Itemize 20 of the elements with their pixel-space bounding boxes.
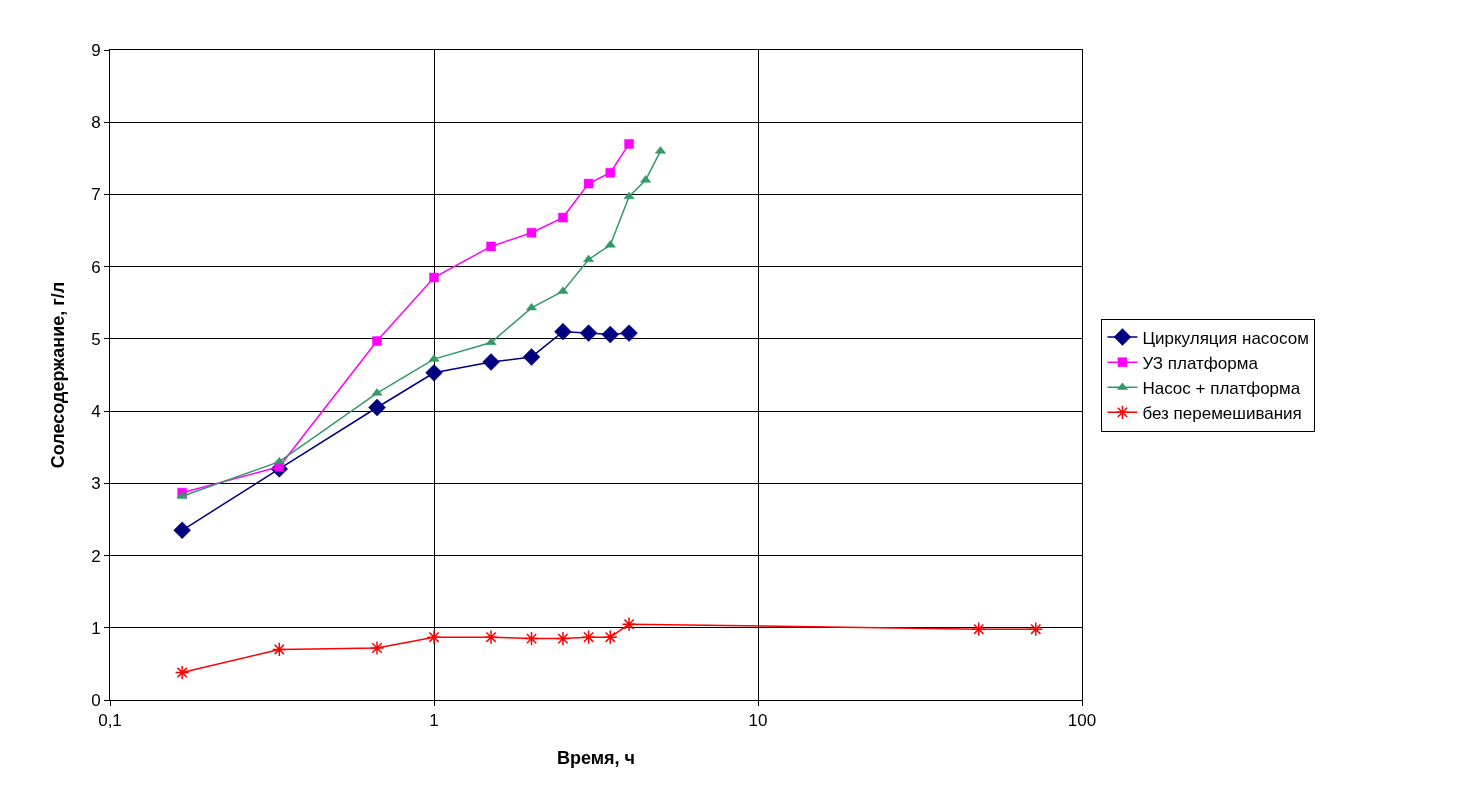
x-tick-label: 10: [748, 711, 768, 731]
x-axis-title: Время, ч: [556, 748, 636, 768]
y-tick-label: 5: [91, 329, 101, 349]
x-tick-label: 1: [429, 711, 439, 731]
legend-label: без перемешивания: [1142, 403, 1302, 423]
y-tick-label: 2: [91, 546, 101, 566]
y-tick-label: 9: [91, 40, 101, 60]
legend-label: Насос + платформа: [1142, 378, 1301, 398]
y-axis-title: Солесодержание, г/л: [48, 281, 68, 469]
x-tick-label: 100: [1067, 711, 1097, 731]
y-tick-label: 3: [91, 474, 101, 494]
y-tick-label: 7: [91, 185, 101, 205]
x-tick-label: 0,1: [98, 711, 122, 731]
legend-label: Циркуляция насосом: [1142, 328, 1309, 348]
y-tick-label: 1: [91, 618, 101, 638]
y-tick-label: 8: [91, 113, 101, 133]
y-tick-label: 6: [91, 257, 101, 277]
y-tick-label: 4: [91, 402, 101, 422]
y-tick-label: 0: [91, 690, 101, 710]
legend-label: УЗ платформа: [1142, 353, 1259, 373]
